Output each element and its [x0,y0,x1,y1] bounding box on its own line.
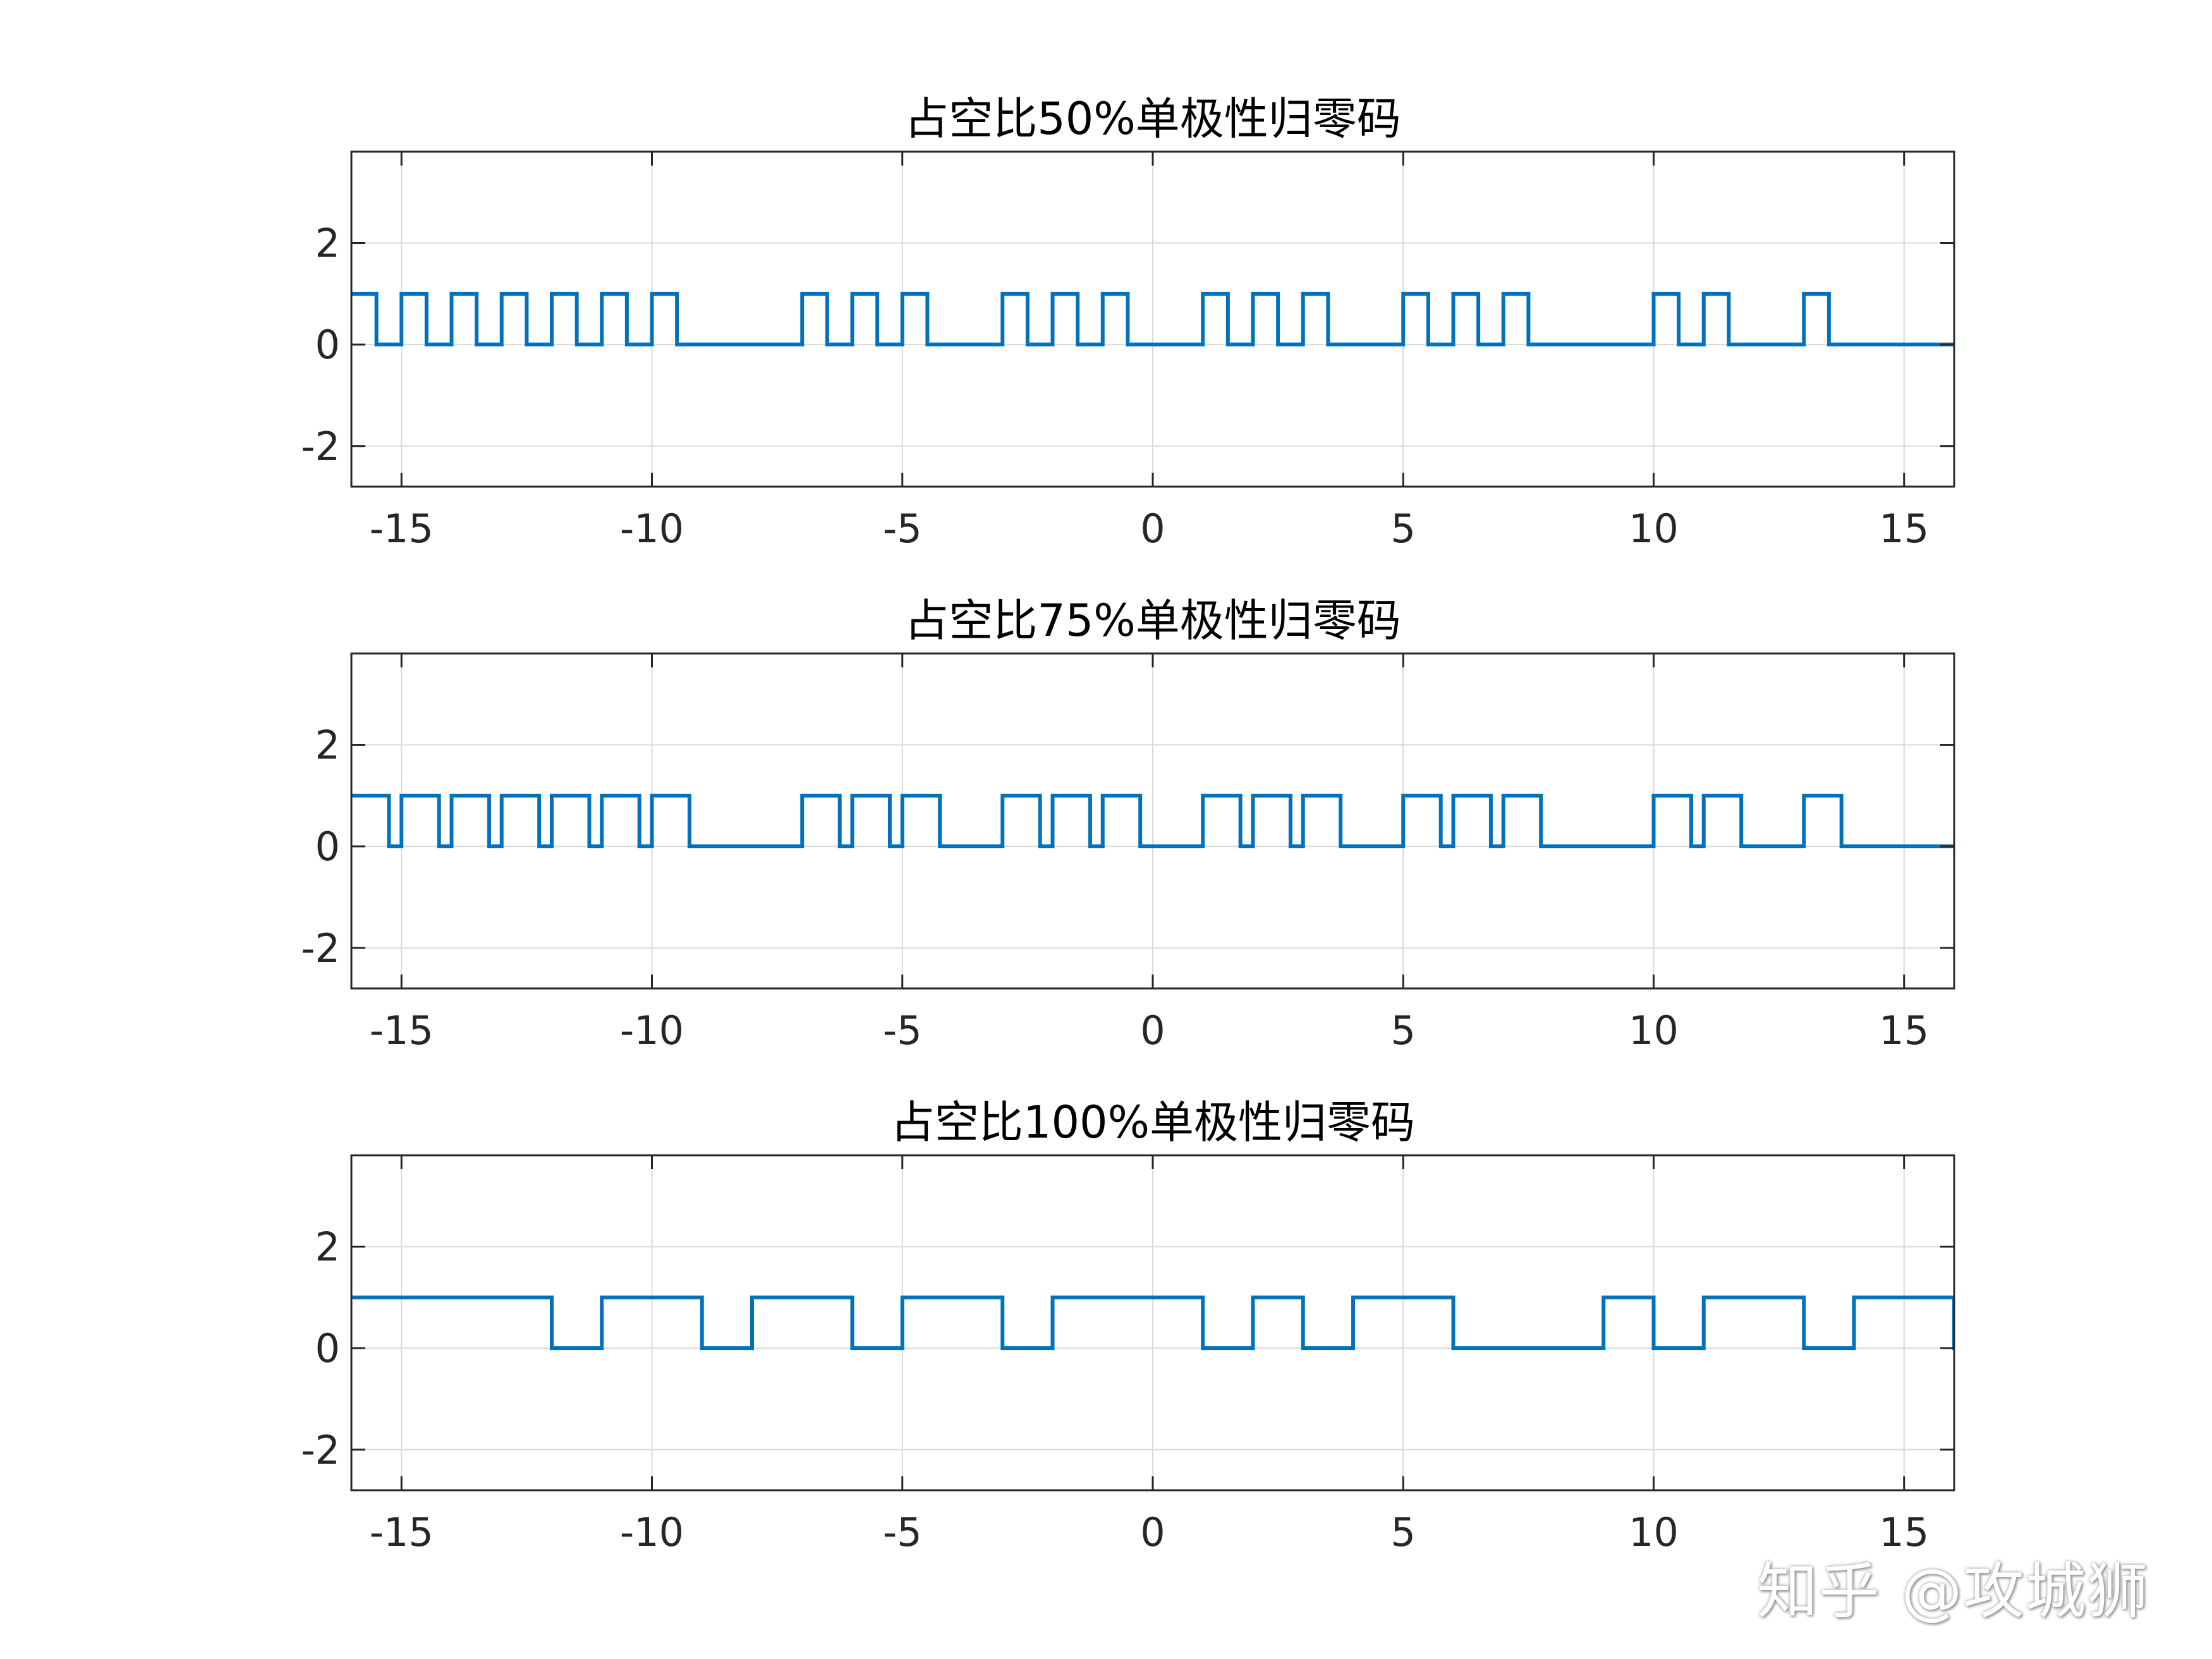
subplot-duty-100: -15 -10 -5 0 5 10 15 -2 0 2 占空比100%单极性归零码 [301,1097,1955,1555]
subplot-duty-75: -15 -10 -5 0 5 10 15 -2 0 2 占空比75%单极性归零码 [301,595,1955,1054]
y-tick-label: 0 [315,322,340,368]
y-tick-label: 0 [315,1325,340,1371]
y-tick-label: 2 [315,722,340,769]
x-tick-label: 5 [1391,1007,1416,1054]
x-tick-label: -5 [883,1007,922,1054]
x-tick-label: -15 [370,506,434,552]
x-tick-label: -10 [620,1007,684,1054]
x-tick-label: -10 [620,1509,684,1555]
watermark: 知乎 @攻城狮 [1757,1556,2149,1627]
chart-title: 占空比75%单极性归零码 [904,595,1401,647]
chart-title: 占空比50%单极性归零码 [904,93,1401,145]
chart-title: 占空比100%单极性归零码 [890,1097,1415,1148]
x-tick-label: 15 [1879,1007,1929,1054]
x-tick-label: 10 [1629,506,1679,552]
x-tick-label: 10 [1629,1509,1679,1555]
subplot-duty-50: -15 -10 -5 0 5 10 15 -2 0 2 占空比50%单极性归零码 [301,93,1955,552]
x-tick-label: 10 [1629,1007,1679,1054]
y-tick-label: -2 [301,423,340,470]
x-tick-label: 5 [1391,506,1416,552]
x-tick-label: 0 [1140,1007,1165,1054]
x-tick-label: 5 [1391,1509,1416,1555]
x-tick-label: 0 [1140,506,1165,552]
x-tick-label: 0 [1140,1509,1165,1555]
y-tick-label: 0 [315,823,340,870]
signal-series [351,291,1954,347]
y-tick-label: -2 [301,925,340,971]
x-tick-label: -15 [370,1007,434,1054]
x-tick-label: -15 [370,1509,434,1555]
x-tick-label: 15 [1879,506,1929,552]
x-tick-label: -5 [883,1509,922,1555]
y-tick-label: 2 [315,221,340,267]
signal-series [351,793,1954,849]
x-tick-label: -5 [883,506,922,552]
x-tick-label: -10 [620,506,684,552]
y-tick-label: -2 [301,1427,340,1473]
y-tick-label: 2 [315,1224,340,1270]
signal-series [351,1295,1954,1351]
x-tick-label: 15 [1879,1509,1929,1555]
